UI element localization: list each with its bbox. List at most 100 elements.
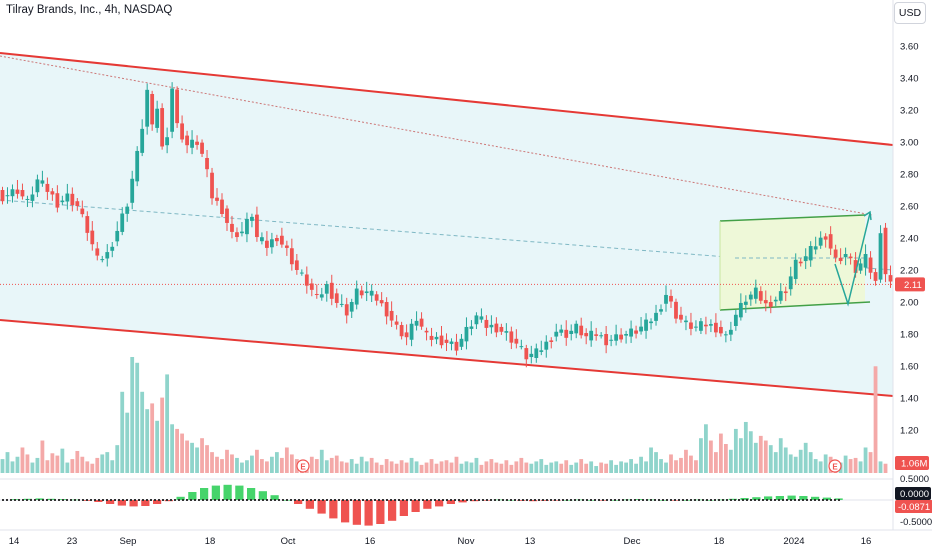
- macd-signal-dot: [674, 499, 676, 501]
- macd-hist-bar: [129, 500, 138, 507]
- signal-value: -0.0871: [898, 502, 930, 513]
- macd-signal-dot: [106, 499, 108, 501]
- volume-bar: [743, 421, 748, 473]
- volume-bar: [210, 452, 214, 473]
- volume-bar: [579, 459, 584, 473]
- macd-hist-bar: [188, 492, 197, 500]
- macd-signal-dot: [74, 499, 76, 501]
- candle-body: [75, 201, 80, 206]
- volume-bar: [704, 424, 708, 473]
- volume-bar: [309, 456, 314, 473]
- candle-body: [205, 158, 209, 170]
- flag-fill: [720, 215, 865, 310]
- macd-signal-dot: [802, 499, 804, 501]
- x-tick-label: 13: [525, 536, 536, 547]
- volume-bar: [479, 464, 484, 473]
- y-tick-label: 3.40: [900, 74, 919, 85]
- macd-signal-dot: [354, 499, 356, 501]
- volume-bar: [324, 460, 329, 473]
- macd-signal-dot: [558, 499, 560, 501]
- candle-body: [634, 330, 638, 334]
- macd-signal-dot: [606, 499, 608, 501]
- macd-signal-dot: [242, 499, 244, 501]
- volume-bar: [768, 445, 773, 473]
- volume-bar: [619, 461, 624, 473]
- y-tick-label: 1.80: [900, 330, 919, 341]
- macd-signal-dot: [534, 499, 536, 501]
- volume-bar: [135, 362, 140, 473]
- macd-signal-dot: [250, 499, 252, 501]
- candle-body: [90, 230, 95, 245]
- macd-signal-dot: [294, 499, 296, 501]
- candle-body: [674, 301, 678, 319]
- macd-signal-dot: [22, 499, 24, 501]
- volume-bar: [20, 447, 25, 473]
- volume-bar: [709, 440, 713, 473]
- volume-bar: [344, 462, 349, 473]
- candle-body: [20, 190, 25, 197]
- macd-signal-dot: [198, 499, 200, 501]
- volume-bar: [200, 438, 204, 473]
- candle-body: [818, 237, 823, 246]
- volume-bar: [90, 463, 95, 473]
- macd-signal-dot: [530, 499, 532, 501]
- candle-body: [714, 322, 718, 333]
- candle-body: [549, 340, 554, 342]
- volume-bar: [60, 448, 65, 473]
- candle-body: [604, 334, 609, 346]
- candle-body: [589, 330, 594, 341]
- volume-bar: [15, 456, 20, 473]
- macd-signal-dot: [386, 499, 388, 501]
- macd-signal-dot: [458, 499, 460, 501]
- macd-signal-dot: [86, 499, 88, 501]
- macd-hist-bar: [540, 500, 549, 501]
- volume-bar: [813, 459, 818, 473]
- volume-bar: [25, 454, 30, 473]
- macd-signal-dot: [498, 499, 500, 501]
- channel-top-line: [0, 52, 894, 146]
- macd-signal-dot: [578, 499, 580, 501]
- candle-body: [853, 260, 858, 273]
- currency-button[interactable]: USD: [894, 2, 926, 24]
- volume-bar: [105, 452, 110, 473]
- macd-signal-dot: [538, 499, 540, 501]
- x-tick-label: 18: [714, 536, 725, 547]
- volume-bar: [669, 454, 673, 473]
- macd-signal-dot: [390, 499, 392, 501]
- volume-bar: [454, 456, 459, 473]
- macd-signal-dot: [134, 499, 136, 501]
- macd-signal-dot: [614, 499, 616, 501]
- volume-bar: [165, 374, 170, 473]
- candle-body: [299, 272, 304, 274]
- volume-bar: [489, 459, 494, 473]
- volume-bar: [314, 459, 319, 473]
- macd-signal-dot: [494, 499, 496, 501]
- candle-body: [60, 200, 65, 203]
- macd-signal-dot: [462, 499, 464, 501]
- volume-bar: [130, 357, 135, 473]
- candle-body: [304, 274, 309, 286]
- volume-bar: [823, 454, 828, 473]
- x-tick-label: Sep: [120, 536, 137, 547]
- volume-bar: [319, 449, 324, 473]
- candle-body: [649, 321, 653, 324]
- volume-bar: [699, 438, 703, 473]
- macd-signal-dot: [542, 499, 544, 501]
- volume-bar: [509, 464, 514, 473]
- candle-body: [220, 199, 224, 214]
- volume-bar: [524, 462, 529, 473]
- candle-body: [873, 272, 878, 281]
- x-tick-label: Dec: [624, 536, 641, 547]
- volume-bar: [0, 459, 5, 473]
- macd-signal-dot: [566, 499, 568, 501]
- macd-hist-bar: [517, 500, 526, 501]
- volume-bar: [738, 438, 743, 473]
- macd-signal-dot: [670, 499, 672, 501]
- volume-bar: [654, 452, 658, 473]
- volume-bar: [55, 455, 60, 473]
- macd-signal-dot: [118, 499, 120, 501]
- signal-tag: [895, 500, 932, 513]
- macd-signal-dot: [358, 499, 360, 501]
- candle-body: [324, 284, 329, 294]
